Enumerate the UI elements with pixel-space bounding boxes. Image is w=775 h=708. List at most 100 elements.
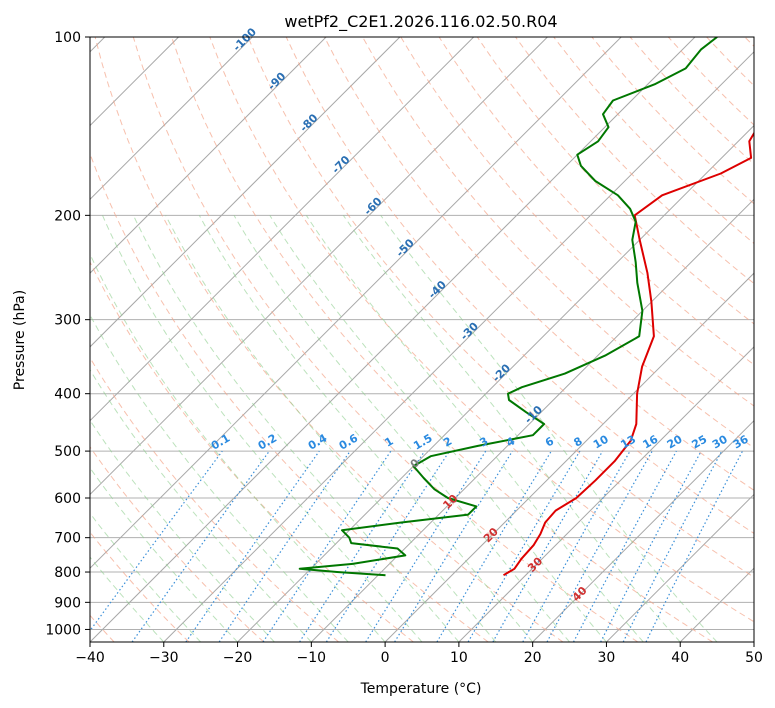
moist-adiabat bbox=[165, 215, 497, 642]
mixing-ratio-label: 0.1 bbox=[209, 432, 232, 453]
isotherm-line bbox=[237, 124, 754, 642]
isotherm-line bbox=[753, 641, 754, 642]
isotherm-line bbox=[90, 37, 475, 422]
moist-adiabat bbox=[132, 215, 460, 642]
mixing-ratio-line bbox=[262, 450, 392, 642]
x-tick-label: 20 bbox=[524, 650, 542, 666]
isotherm-line bbox=[384, 272, 754, 642]
isotherm-label: -20 bbox=[490, 361, 513, 384]
y-tick-label: 700 bbox=[54, 531, 81, 547]
mixing-ratio-line bbox=[131, 450, 270, 642]
dry-adiabat bbox=[285, 37, 754, 535]
series-layer bbox=[298, 37, 754, 577]
dry-adiabat bbox=[744, 37, 754, 47]
isotherm-label: -50 bbox=[394, 236, 417, 259]
plot-frame bbox=[89, 36, 755, 643]
mixing-ratio-label: 0.2 bbox=[256, 432, 279, 453]
y-tick-label: 600 bbox=[54, 491, 81, 507]
x-tick-label: −30 bbox=[149, 650, 179, 666]
moist-adiabat bbox=[90, 512, 202, 642]
mixing-ratio-label: 13 bbox=[618, 433, 638, 452]
isotherm-line bbox=[458, 346, 754, 642]
mixing-ratio-line bbox=[218, 450, 351, 642]
dry-adiabat bbox=[94, 37, 564, 642]
mixing-ratio-line bbox=[325, 450, 450, 642]
dry-adiabat bbox=[515, 37, 754, 285]
isotherm-label: -90 bbox=[265, 69, 288, 92]
isotherm-line bbox=[90, 37, 696, 642]
moist-adiabat-label: 20 bbox=[481, 525, 501, 545]
mixing-ratio-line bbox=[546, 450, 653, 642]
dry-adiabat bbox=[90, 356, 339, 642]
isoline-labels: 0.1 0.2 0.4 0.6 1 1.5 2 3 4 6 8 10 13 16 20 25 30 36-100-… bbox=[209, 25, 751, 604]
y-axis-label: Pressure (hPa) bbox=[12, 290, 28, 390]
isotherm-line bbox=[90, 37, 401, 348]
temperature-profile bbox=[502, 131, 754, 577]
mixing-ratio-line bbox=[185, 450, 320, 642]
isotherm-label: -60 bbox=[361, 195, 384, 218]
moist-adiabat bbox=[380, 215, 718, 642]
mixing-ratio-label: 36 bbox=[731, 432, 751, 451]
y-tick-label: 500 bbox=[54, 444, 81, 460]
dry-adiabat bbox=[553, 37, 754, 245]
y-tick-label: 200 bbox=[54, 208, 81, 224]
background-lines bbox=[90, 37, 754, 642]
dry-adiabat bbox=[362, 37, 754, 449]
moist-adiabat bbox=[198, 215, 534, 642]
isotherm-line bbox=[163, 51, 754, 642]
dry-adiabat bbox=[323, 37, 754, 491]
moist-adiabat bbox=[90, 253, 386, 642]
mixing-ratio-label: 16 bbox=[641, 432, 661, 451]
mixing-ratio-line bbox=[90, 450, 223, 632]
x-axis-label: Temperature (°C) bbox=[360, 681, 482, 697]
x-tick-label: 50 bbox=[745, 650, 763, 666]
dry-adiabat bbox=[667, 37, 754, 126]
moist-adiabat-label: 0 bbox=[408, 456, 423, 471]
dry-adiabat bbox=[591, 37, 754, 205]
dry-adiabat bbox=[90, 152, 489, 642]
x-tick-label: 0 bbox=[381, 650, 390, 666]
chart-title: wetPf2_C2E1.2026.116.02.50.R04 bbox=[284, 12, 557, 32]
moist-adiabat bbox=[90, 313, 349, 642]
x-tick-label: 30 bbox=[598, 650, 616, 666]
mixing-ratio-label: 3 bbox=[477, 435, 490, 450]
axes: −40 −30 −20 −10 0 10 20 30 40 5010020030040050060… bbox=[45, 30, 763, 666]
isotherm-line bbox=[532, 419, 754, 642]
y-tick-label: 1000 bbox=[45, 622, 81, 638]
moist-adiabat bbox=[233, 215, 570, 642]
moist-adiabat bbox=[90, 368, 312, 642]
isotherm-line bbox=[606, 493, 754, 642]
mixing-ratio-line bbox=[299, 450, 426, 642]
dry-adiabat bbox=[171, 37, 713, 642]
dry-adiabat bbox=[438, 37, 754, 366]
mixing-ratio-label: 25 bbox=[690, 433, 710, 452]
mixing-ratio-label: 1.5 bbox=[411, 432, 434, 453]
dry-adiabat bbox=[476, 37, 754, 325]
isotherm-line bbox=[90, 37, 548, 496]
isotherm-label: -80 bbox=[297, 111, 320, 134]
dry-adiabat bbox=[706, 37, 754, 87]
y-tick-label: 400 bbox=[54, 387, 81, 403]
mixing-ratio-line bbox=[645, 450, 744, 642]
isotherm-label: -40 bbox=[426, 278, 449, 301]
x-tick-label: −10 bbox=[297, 650, 327, 666]
mixing-ratio-label: 20 bbox=[665, 432, 685, 451]
y-tick-label: 800 bbox=[54, 565, 81, 581]
mixing-ratio-line bbox=[600, 450, 702, 642]
moist-adiabat bbox=[90, 556, 165, 642]
isotherm-line bbox=[90, 37, 253, 201]
dry-adiabat bbox=[247, 37, 754, 578]
dry-adiabat bbox=[209, 37, 754, 623]
isotherm-line bbox=[310, 198, 754, 642]
x-tick-label: −20 bbox=[223, 650, 253, 666]
x-tick-label: 10 bbox=[450, 650, 468, 666]
isotherm-line bbox=[679, 567, 754, 642]
x-tick-label: −40 bbox=[75, 650, 105, 666]
moist-adiabat bbox=[90, 467, 238, 642]
mixing-ratio-label: 0.4 bbox=[306, 431, 330, 452]
mixing-ratio-label: 1 bbox=[383, 435, 396, 450]
moist-adiabat bbox=[269, 215, 607, 642]
moist-adiabat bbox=[342, 215, 681, 642]
dry-adiabat bbox=[132, 37, 639, 642]
mixing-ratio-label: 30 bbox=[710, 432, 730, 451]
